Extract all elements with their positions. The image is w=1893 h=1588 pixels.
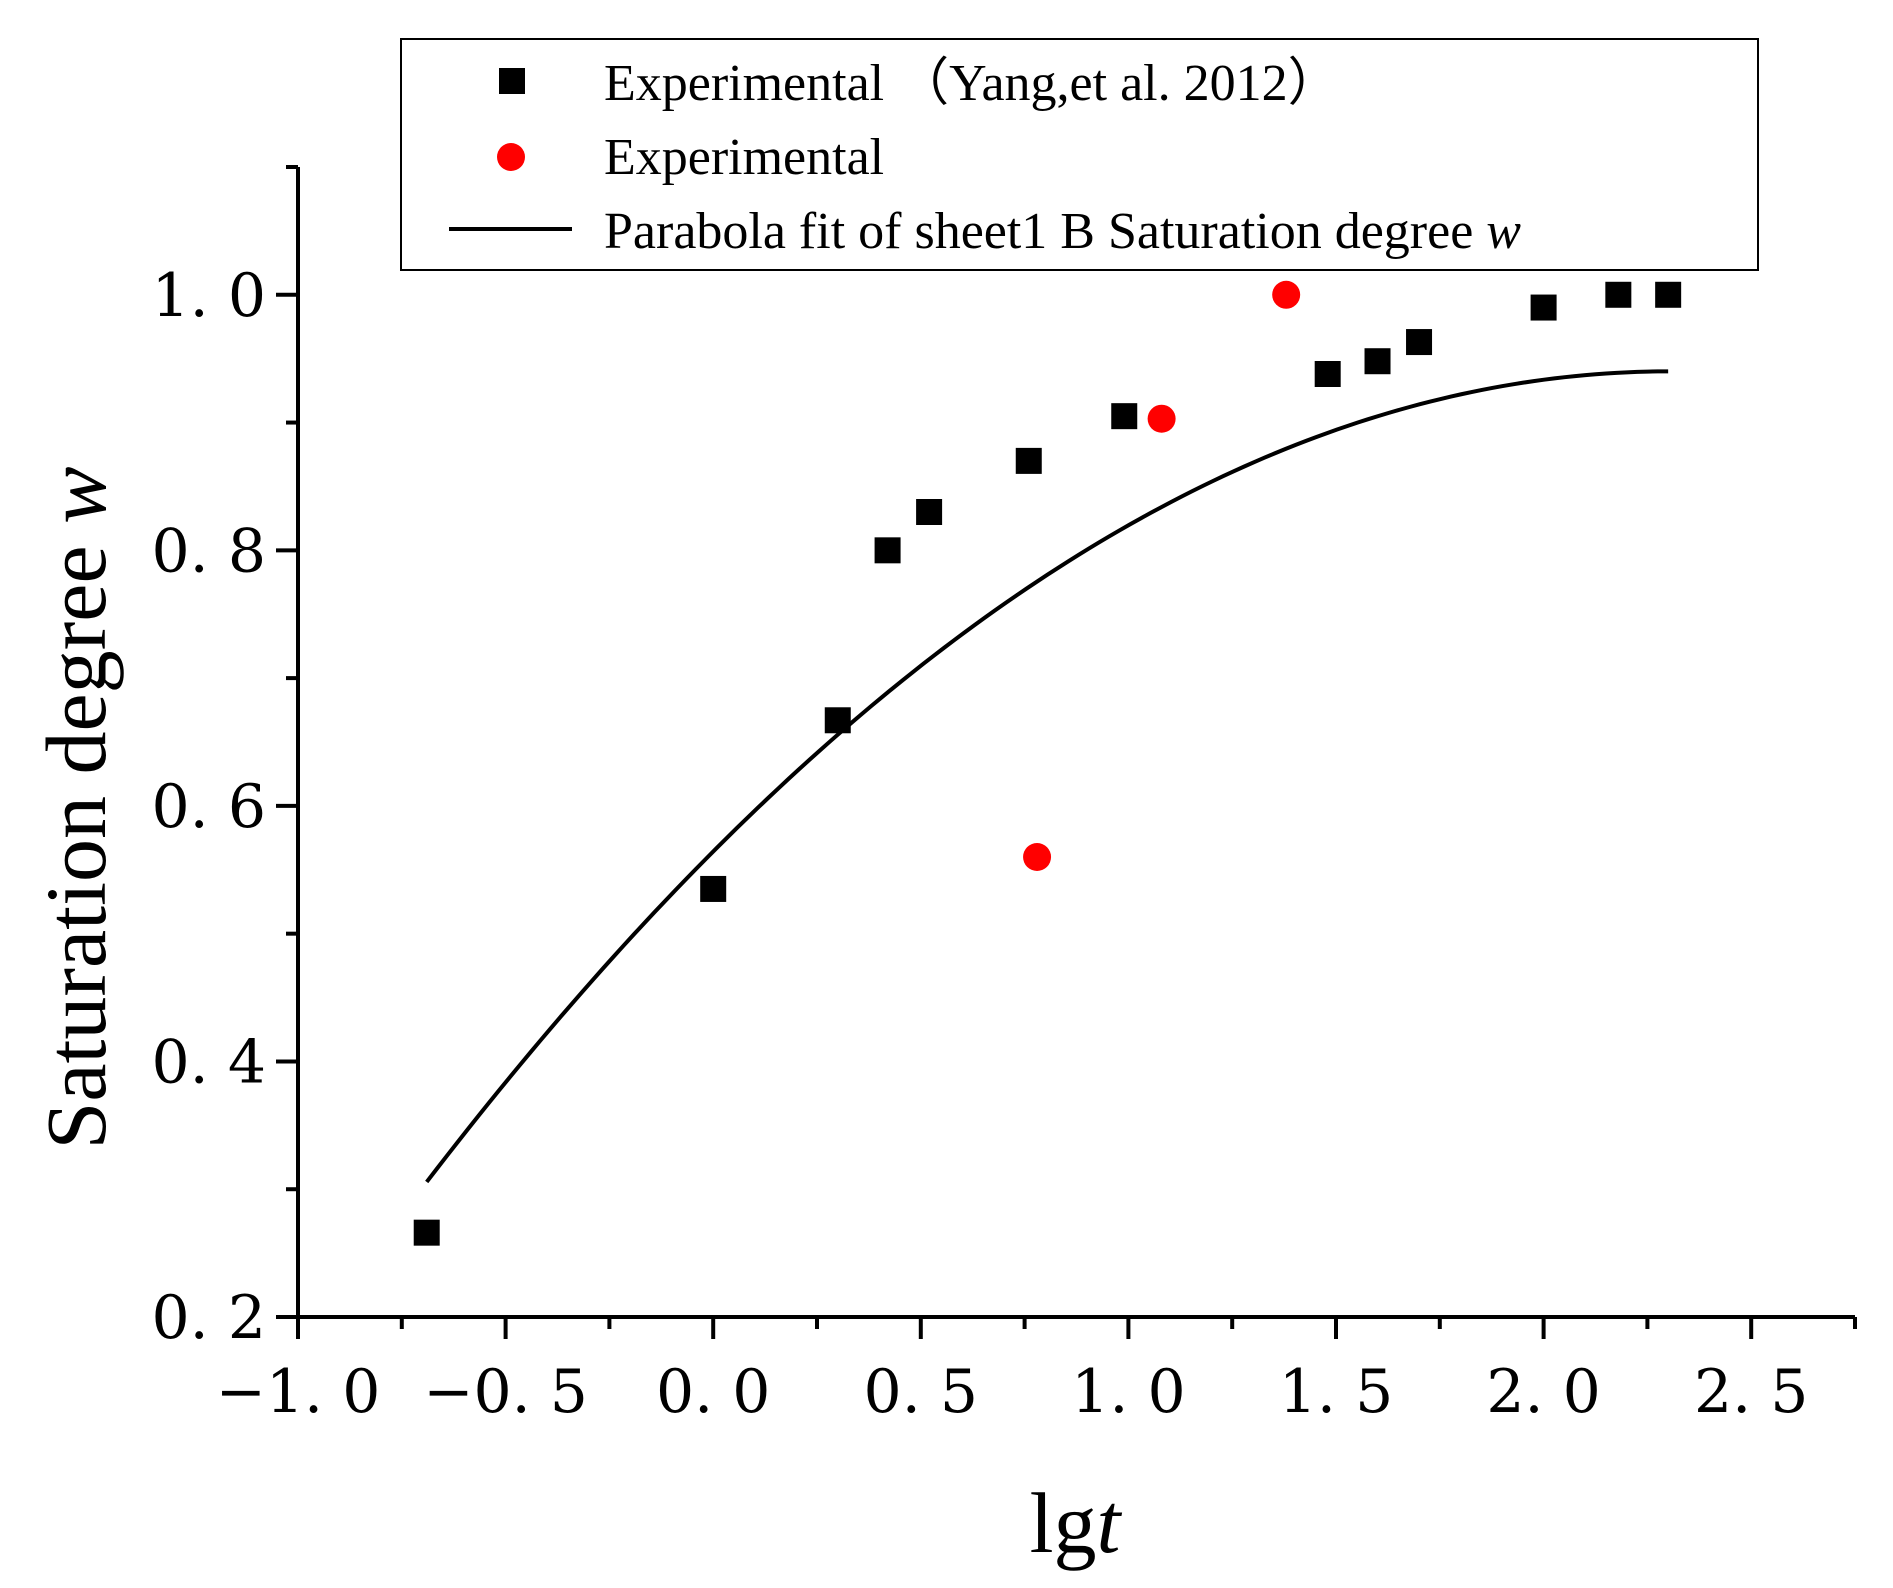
square-marker [1655, 281, 1682, 308]
fit-line-group [425, 369, 1669, 1184]
x-tick-label: 0. 0 [656, 1357, 771, 1427]
x-axis-title: lgt [1030, 1475, 1123, 1571]
fit-line [425, 369, 1669, 1184]
x-tick-label: −0. 5 [423, 1357, 588, 1427]
legend-frame [400, 38, 1759, 271]
legend-circle-marker [497, 143, 525, 171]
x-tick-label: 0. 5 [864, 1357, 979, 1427]
y-axis-title-main: Saturation degree [28, 524, 124, 1150]
legend-label-yang: Experimental （Yang,et al. 2012） [604, 55, 1340, 112]
y-axis-title-var: w [28, 466, 124, 523]
x-tick-label: −1. 0 [216, 1357, 381, 1427]
axes: −1. 0 −0. 5 0. 0 0. 5 1. 0 1. 5 2. 0 2. 5 0. 2 0.… [152, 165, 1857, 1427]
legend: Experimental （Yang,et al. 2012） Experime… [400, 38, 1759, 271]
y-tick-label: 0. 6 [152, 772, 267, 842]
square-marker [1406, 329, 1433, 356]
x-tick-label: 1. 5 [1279, 1357, 1394, 1427]
square-marker [1314, 361, 1341, 387]
legend-label-fit-main: Parabola fit of sheet1 B Saturation degr… [604, 203, 1486, 260]
square-marker [1605, 281, 1632, 308]
x-axis-title-var: t [1097, 1475, 1123, 1571]
square-marker [700, 875, 727, 902]
y-axis-title: Saturation degree w [28, 466, 124, 1149]
square-marker [824, 707, 851, 734]
circle-marker [1147, 404, 1176, 433]
y-tick-label: 0. 8 [152, 516, 267, 586]
y-tick-label: 1. 0 [152, 261, 267, 331]
square-marker [916, 499, 943, 525]
legend-square-marker [499, 68, 525, 94]
y-tick-label: 0. 4 [152, 1027, 267, 1097]
square-marker [1364, 348, 1391, 375]
circle-marker [1023, 843, 1052, 871]
x-tick-label: 2. 0 [1486, 1357, 1601, 1427]
square-marker [1111, 403, 1138, 430]
square-marker [1015, 447, 1042, 474]
x-tick-label: 2. 5 [1694, 1357, 1809, 1427]
legend-label-experimental: Experimental [604, 129, 884, 186]
circle-marker [1272, 280, 1301, 309]
legend-label-fit-var: w [1486, 203, 1521, 260]
square-marker [1530, 294, 1557, 321]
x-tick-label: 1. 0 [1071, 1357, 1186, 1427]
square-marker [413, 1219, 440, 1246]
data-markers [413, 280, 1682, 1246]
square-marker [874, 537, 901, 564]
x-axis-title-main: lg [1030, 1475, 1097, 1571]
legend-label-fit: Parabola fit of sheet1 B Saturation degr… [604, 203, 1521, 260]
y-tick-label: 0. 2 [152, 1283, 267, 1353]
